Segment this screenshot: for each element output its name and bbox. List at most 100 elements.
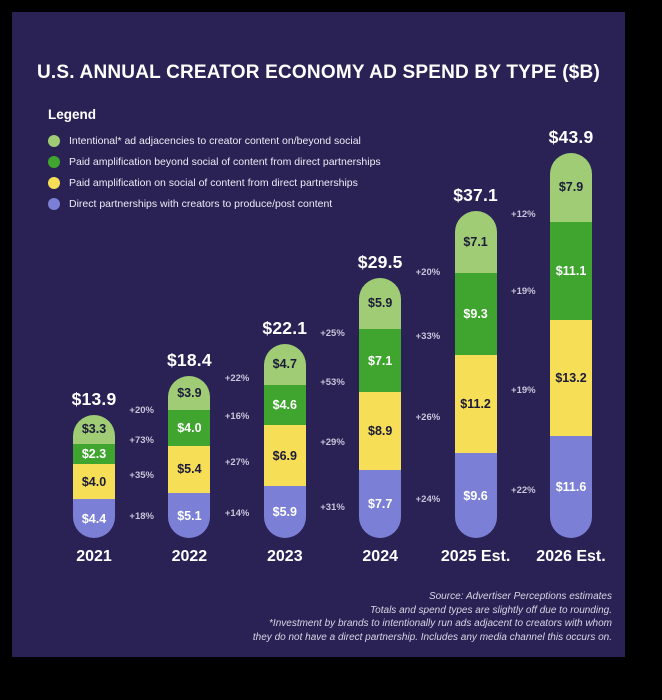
segment-value-label: $4.4 — [81, 511, 107, 526]
bar-segment: $5.9 — [263, 486, 306, 538]
bar-total-label: $22.1 — [262, 317, 308, 338]
legend: Legend Intentional* ad adjacencies to cr… — [48, 107, 468, 219]
growth-percent-label: +73% — [129, 434, 154, 446]
x-axis-year-label: 2023 — [267, 548, 303, 565]
segment-value-label: $7.9 — [558, 180, 584, 195]
segment-value-label: $3.9 — [177, 386, 202, 401]
legend-item-1: Paid amplification beyond social of cont… — [48, 156, 468, 168]
growth-percent-label: +25% — [320, 327, 345, 339]
bar-group-2023: $4.7 $4.6 $6.9 $5.9 — [263, 343, 306, 538]
footer-line-asterisk-1: *Investment by brands to intentionally r… — [269, 618, 612, 629]
segment-value-label: $13.2 — [555, 370, 587, 385]
legend-item-2: Paid amplification on social of content … — [48, 177, 468, 189]
legend-item-label: Intentional* ad adjacencies to creator c… — [69, 135, 361, 147]
bar-total-label: $37.1 — [453, 184, 498, 205]
growth-percent-label: +22% — [224, 372, 250, 384]
footer-line-rounding: Totals and spend types are slightly off … — [369, 604, 612, 616]
growth-percent-label: +12% — [511, 208, 536, 220]
x-axis-year-label: 2024 — [362, 548, 398, 565]
legend-item-label: Direct partnerships with creators to pro… — [69, 198, 333, 210]
growth-percent-label: +22% — [511, 485, 536, 497]
growth-percent-label: +14% — [224, 507, 250, 519]
segment-value-label: $7.1 — [368, 353, 393, 368]
bar-segment: $3.3 — [73, 414, 115, 444]
legend-item-3: Direct partnerships with creators to pro… — [48, 198, 468, 210]
bar-segment: $5.4 — [168, 445, 211, 494]
bar-segment: $11.1 — [550, 222, 592, 320]
segment-value-label: $4.7 — [272, 357, 297, 372]
bar-segment: $9.6 — [454, 453, 497, 538]
segment-value-label: $11.1 — [555, 263, 587, 278]
growth-percent-label: +20% — [129, 405, 154, 417]
bar-segment: $4.0 — [168, 410, 211, 446]
bar-segment: $13.2 — [550, 319, 592, 436]
growth-percent-label: +35% — [129, 469, 154, 481]
footer-line-source: Source: Advertiser Perceptions estimates — [428, 591, 612, 602]
bar-segment: $2.3 — [73, 443, 115, 465]
stacked-bar-chart: $3.3 $2.3 $4.0 $4.4 $13.9 2021 $3.9 $4.0 $5.4 $5.… — [12, 12, 625, 657]
bar-segment: $11.2 — [454, 354, 497, 454]
growth-percent-label: +29% — [320, 437, 345, 449]
bar-total-label: $13.9 — [71, 388, 117, 409]
growth-percent-label: +19% — [511, 286, 536, 298]
legend-swatch-icon — [48, 156, 60, 168]
segment-value-label: $11.6 — [555, 479, 587, 494]
legend-swatch-icon — [48, 135, 60, 147]
growth-percent-label: +33% — [415, 331, 441, 343]
segment-value-label: $4.0 — [177, 420, 202, 435]
segment-value-label: $4.0 — [81, 474, 107, 489]
bar-segment: $6.9 — [263, 425, 306, 487]
bar-group-2025-est-: $7.1 $9.3 $11.2 $9.6 — [454, 210, 497, 538]
growth-percent-label: +20% — [415, 266, 441, 278]
segment-value-label: $3.3 — [81, 422, 107, 437]
segment-value-label: $2.3 — [81, 446, 107, 461]
growth-percent-label: +16% — [224, 410, 250, 422]
bar-segment: $4.7 — [263, 343, 306, 385]
segment-value-label: $5.9 — [272, 505, 297, 520]
bar-segment: $5.1 — [168, 493, 211, 538]
bar-segment: $4.4 — [73, 499, 115, 538]
growth-percent-label: +19% — [511, 385, 536, 397]
segment-value-label: $5.1 — [177, 508, 202, 523]
segment-value-label: $8.9 — [368, 424, 393, 439]
x-axis-year-label: 2026 Est. — [536, 548, 606, 565]
growth-percent-label: +53% — [320, 376, 345, 388]
growth-percent-label: +18% — [129, 511, 154, 523]
bar-total-label: $29.5 — [357, 251, 403, 272]
segment-value-label: $5.4 — [177, 462, 202, 477]
bar-segment: $8.9 — [359, 391, 402, 471]
segment-value-label: $7.7 — [368, 497, 393, 512]
legend-heading: Legend — [48, 107, 97, 122]
segment-value-label: $7.1 — [463, 234, 488, 249]
legend-items: Intentional* ad adjacencies to creator c… — [48, 135, 468, 210]
bar-group-2022: $3.9 $4.0 $5.4 $5.1 — [168, 376, 211, 538]
x-axis-year-label: 2025 Est. — [440, 548, 511, 565]
bar-total-label: $18.4 — [166, 350, 212, 371]
growth-percent-label: +24% — [415, 493, 441, 505]
segment-value-label: $9.6 — [463, 488, 488, 503]
segment-value-label: $5.9 — [368, 296, 393, 311]
bar-group-2021: $3.3 $2.3 $4.0 $4.4 — [73, 414, 115, 538]
legend-item-0: Intentional* ad adjacencies to creator c… — [48, 135, 468, 147]
bar-group-2024: $5.9 $7.1 $8.9 $7.7 — [359, 277, 402, 538]
bar-segment: $4.0 — [73, 464, 115, 500]
legend-item-label: Paid amplification on social of content … — [69, 177, 358, 189]
legend-swatch-icon — [48, 198, 60, 210]
bar-segment: $9.3 — [454, 273, 497, 355]
segment-value-label: $9.3 — [463, 307, 488, 321]
growth-percent-label: +31% — [320, 502, 345, 514]
bar-segment: $7.1 — [454, 210, 497, 274]
bar-group-2026-est-: $7.9 $11.1 $13.2 $11.6 — [550, 152, 592, 538]
bar-segment: $7.7 — [359, 470, 402, 538]
bar-segment: $5.9 — [359, 277, 402, 330]
growth-percent-label: +26% — [415, 411, 441, 423]
bar-total-label: $43.9 — [548, 126, 594, 147]
segment-value-label: $6.9 — [272, 448, 297, 463]
source-note: Source: Advertiser Perceptions estimates… — [253, 590, 612, 644]
legend-swatch-icon — [48, 177, 60, 189]
x-axis-year-label: 2021 — [76, 548, 112, 565]
segment-value-label: $11.2 — [460, 397, 491, 412]
chart-title: U.S. ANNUAL CREATOR ECONOMY AD SPEND BY … — [37, 62, 600, 83]
bar-segment: $11.6 — [550, 435, 592, 538]
bar-segment: $3.9 — [168, 376, 211, 411]
